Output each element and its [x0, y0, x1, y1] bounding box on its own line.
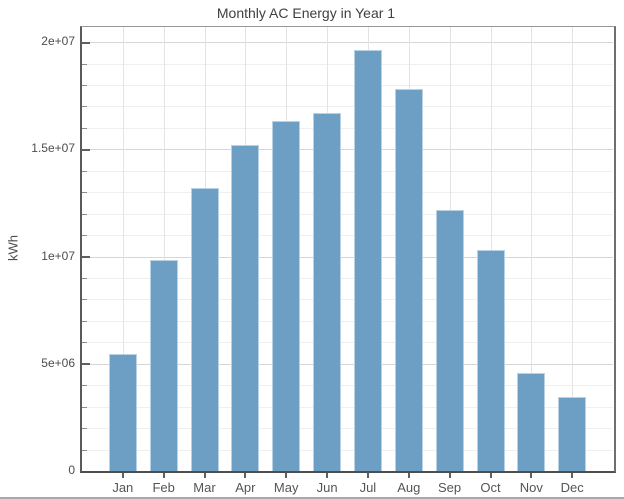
y-axis-minor-tick — [82, 170, 87, 172]
y-tick-label: 2e+07 — [41, 34, 75, 48]
minor-gridline — [82, 342, 613, 344]
y-axis-major-tick — [82, 363, 90, 366]
minor-gridline — [82, 106, 613, 108]
x-axis-tick — [530, 473, 533, 478]
minor-gridline — [82, 192, 613, 194]
y-axis-minor-tick — [82, 278, 87, 279]
bar-nov — [517, 373, 546, 471]
major-gridline — [82, 42, 613, 43]
x-tick-label-feb: Feb — [152, 480, 175, 495]
x-tick-label-jun: Jun — [316, 480, 338, 495]
x-axis-tick — [285, 473, 288, 478]
y-axis-minor-tick — [82, 63, 87, 65]
y-tick-label: 1e+07 — [41, 248, 75, 263]
y-axis-minor-tick — [82, 428, 87, 430]
x-axis-tick — [121, 473, 124, 478]
minor-gridline — [82, 449, 613, 451]
minor-gridline — [82, 406, 613, 408]
chart-title: Monthly AC Energy in Year 1 — [216, 5, 396, 21]
bar-aug — [394, 89, 423, 471]
x-axis-tick — [407, 473, 410, 478]
minor-gridline — [82, 127, 613, 129]
minor-gridline — [82, 170, 613, 172]
minor-gridline — [82, 385, 613, 387]
bar-mar — [190, 187, 219, 471]
y-axis-minor-tick — [82, 320, 87, 322]
bar-jun — [313, 112, 342, 471]
bar-may — [272, 121, 301, 471]
x-axis-tick — [203, 473, 206, 478]
vertical-gridline — [531, 27, 533, 471]
y-axis-major-tick — [82, 148, 90, 151]
bar-oct — [476, 250, 505, 471]
y-tick-label: 0 — [68, 463, 75, 477]
x-tick-label-may: May — [273, 480, 299, 495]
y-axis-minor-tick — [82, 449, 87, 451]
x-tick-label-jan: Jan — [112, 480, 134, 495]
bar-jul — [353, 49, 382, 471]
x-tick-label-dec: Dec — [560, 480, 584, 495]
minor-gridline — [82, 213, 613, 215]
y-axis-major-tick — [82, 256, 90, 258]
major-gridline — [82, 149, 613, 151]
major-gridline — [82, 363, 613, 365]
x-tick-label-apr: Apr — [235, 480, 256, 495]
x-tick-label-sep: Sep — [438, 480, 462, 495]
y-tick-label: 5e+06 — [41, 355, 75, 370]
vertical-gridline — [163, 27, 165, 471]
y-axis-minor-tick — [82, 213, 87, 215]
y-axis-minor-tick — [82, 299, 87, 301]
minor-gridline — [82, 299, 613, 301]
y-axis-minor-tick — [82, 106, 87, 108]
x-axis-tick — [489, 473, 492, 478]
vertical-gridline — [572, 27, 574, 471]
minor-gridline — [82, 84, 613, 86]
x-tick-label-mar: Mar — [193, 480, 216, 495]
x-tick-label-oct: Oct — [480, 480, 501, 495]
bar-apr — [231, 145, 260, 471]
minor-gridline — [82, 278, 613, 279]
vertical-gridline — [122, 27, 124, 471]
minor-gridline — [82, 320, 613, 322]
y-axis-minor-tick — [82, 385, 87, 387]
vertical-gridline — [490, 27, 492, 471]
minor-gridline — [82, 428, 613, 430]
x-tick-label-nov: Nov — [519, 480, 543, 495]
y-axis-major-tick — [82, 41, 90, 44]
bar-jan — [108, 354, 137, 471]
x-tick-label-jul: Jul — [359, 480, 377, 495]
window-bottom-edge — [0, 497, 624, 499]
y-axis-minor-tick — [82, 406, 87, 408]
bar-feb — [149, 259, 178, 471]
x-axis-tick — [571, 473, 574, 478]
minor-gridline — [82, 63, 613, 65]
y-axis-minor-tick — [82, 84, 87, 86]
bar-dec — [558, 397, 587, 471]
x-axis-tick — [448, 473, 451, 478]
major-gridline — [82, 256, 613, 258]
y-axis-minor-tick — [82, 342, 87, 344]
y-tick-label: 1.5e+07 — [31, 141, 75, 156]
x-tick-label-aug: Aug — [397, 480, 421, 495]
y-axis-minor-tick — [82, 192, 87, 194]
x-axis-tick — [326, 473, 329, 478]
minor-gridline — [82, 235, 613, 237]
y-axis-minor-tick — [82, 127, 87, 129]
y-axis-minor-tick — [82, 235, 87, 237]
x-axis-tick — [366, 473, 369, 478]
bar-sep — [435, 210, 464, 471]
x-axis-tick — [244, 473, 247, 478]
x-axis-tick — [162, 473, 165, 478]
